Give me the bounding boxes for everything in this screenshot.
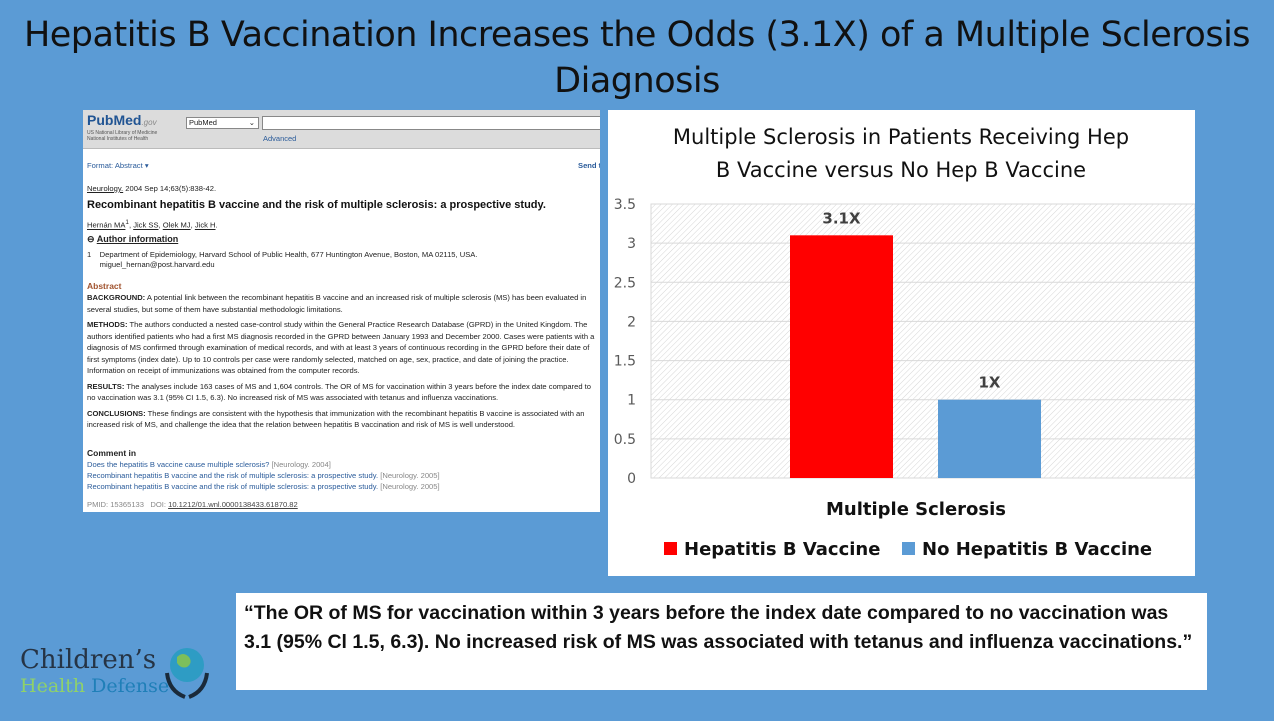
legend-swatch-hep-b	[664, 542, 677, 555]
legend-swatch-no-hep-b	[902, 542, 915, 555]
abstract-section: METHODS: The authors conducted a nested …	[87, 320, 595, 375]
pmid-doi: PMID: 15365133 DOI: 10.1212/01.wnl.00001…	[87, 500, 298, 509]
bar-chart: Multiple Sclerosis in Patients Receiving…	[614, 125, 1195, 560]
nlm-label: US National Library of Medicine National …	[87, 130, 158, 142]
data-label: 1X	[978, 374, 1000, 392]
pubmed-screenshot: PubMed.gov US National Library of Medici…	[83, 110, 600, 512]
advanced-link[interactable]: Advanced	[263, 134, 297, 143]
chart-panel: Multiple Sclerosis in Patients Receiving…	[608, 110, 1195, 576]
bar-no-hep-b	[938, 399, 1041, 478]
y-tick-label: 2	[627, 314, 636, 330]
legend-label-hep-b: Hepatitis B Vaccine	[684, 539, 880, 560]
globe-hands-icon	[165, 648, 209, 699]
abstract-section: CONCLUSIONS: These findings are consiste…	[87, 408, 585, 430]
y-tick-label: 2.5	[614, 275, 636, 291]
y-tick-label: 3.5	[614, 197, 636, 213]
quote-box: “The OR of MS for vaccination within 3 y…	[236, 593, 1207, 690]
y-tick-label: 3	[627, 236, 636, 252]
slide-title: Hepatitis B Vaccination Increases the Od…	[23, 15, 1251, 101]
comment-heading: Comment in	[87, 448, 137, 458]
chart-title-line1: Multiple Sclerosis in Patients Receiving…	[673, 125, 1129, 149]
y-tick-label: 0.5	[614, 432, 636, 448]
collapse-icon: ⊖	[87, 234, 97, 244]
author-link[interactable]: Jick H	[194, 220, 216, 230]
article-title: Recombinant hepatitis B vaccine and the …	[87, 199, 546, 211]
y-tick-label: 0	[627, 471, 636, 487]
send-to-menu[interactable]: Send t	[578, 161, 600, 170]
bar-hep-b	[790, 235, 893, 478]
author-link[interactable]: Hernán MA	[87, 220, 126, 230]
plot-area	[650, 203, 1195, 479]
x-category-label: Multiple Sclerosis	[826, 499, 1006, 520]
authors: Hernán MA1, Jick SS, Olek MJ, Jick H.	[87, 219, 218, 230]
comment-item[interactable]: Recombinant hepatitis B vaccine and the …	[87, 471, 440, 480]
doi-link[interactable]: 10.1212/01.wnl.0000138433.61870.82	[168, 500, 298, 509]
author-link[interactable]: Olek MJ	[162, 220, 191, 230]
journal-link[interactable]: Neurology.	[87, 184, 124, 193]
citation: Neurology. 2004 Sep 14;63(5):838-42.	[87, 184, 217, 193]
author-link[interactable]: Jick SS	[133, 220, 159, 230]
abstract-text: BACKGROUND: A potential link between the…	[87, 292, 599, 435]
database-select[interactable]: PubMed ⌄	[186, 117, 259, 129]
author-info-toggle[interactable]: ⊖ Author information	[87, 234, 179, 244]
comment-item[interactable]: Does the hepatitis B vaccine cause multi…	[87, 460, 331, 469]
search-input[interactable]	[262, 116, 600, 130]
chart-title-line2: B Vaccine versus No Hep B Vaccine	[716, 158, 1086, 182]
pubmed-logo[interactable]: PubMed.gov	[87, 112, 157, 128]
data-label: 3.1X	[822, 209, 861, 227]
abstract-section: BACKGROUND: A potential link between the…	[87, 293, 587, 314]
pubmed-header: PubMed.gov US National Library of Medici…	[83, 110, 600, 149]
format-menu[interactable]: Format: Abstract ▾	[87, 161, 149, 170]
abstract-heading: Abstract	[87, 281, 122, 291]
abstract-section: RESULTS: The analyses include 163 cases …	[87, 381, 591, 403]
childrens-health-defense-logo: Children’s Health Defense	[20, 645, 220, 705]
y-tick-label: 1.5	[614, 354, 636, 370]
legend-label-no-hep-b: No Hepatitis B Vaccine	[922, 539, 1152, 560]
affiliation: 1 Department of Epidemiology, Harvard Sc…	[87, 250, 478, 269]
y-tick-label: 1	[627, 393, 636, 409]
comment-item[interactable]: Recombinant hepatitis B vaccine and the …	[87, 482, 440, 491]
